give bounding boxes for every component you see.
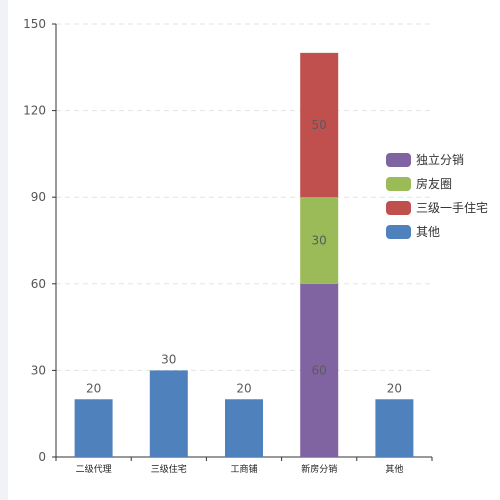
legend-swatch: [386, 153, 411, 167]
bar-segment: [300, 52, 339, 198]
data-label: 30: [161, 352, 176, 366]
data-label: 30: [312, 234, 327, 248]
bar-segment: [300, 197, 339, 284]
data-label: 20: [387, 381, 402, 395]
legend-swatch: [386, 225, 411, 239]
y-tick-label: 0: [38, 450, 46, 464]
x-tick-label: 新房分销: [301, 463, 337, 475]
data-label: 20: [86, 381, 101, 395]
legend-swatch: [386, 177, 411, 191]
y-tick-label: 60: [31, 277, 46, 291]
left-panel-strip: [0, 0, 8, 500]
bar-segment: [300, 283, 339, 457]
bar: [375, 399, 414, 457]
legend-label: 房友圈: [416, 176, 452, 191]
x-tick-label: 三级住宅: [151, 463, 187, 475]
legend-swatch: [386, 201, 411, 215]
x-tick-label: 其他: [385, 463, 403, 475]
x-tick-label: 二级代理: [76, 463, 112, 475]
y-tick-label: 30: [31, 363, 46, 377]
legend-label: 三级一手住宅: [416, 200, 488, 215]
bar: [149, 370, 188, 457]
bar: [74, 399, 113, 457]
y-tick-label: 150: [23, 17, 46, 31]
data-label: 50: [312, 118, 327, 132]
y-tick-label: 90: [31, 190, 46, 204]
data-label: 20: [236, 381, 251, 395]
legend-label: 独立分销: [416, 152, 464, 167]
y-tick-label: 120: [23, 104, 46, 118]
data-label: 60: [312, 363, 327, 377]
legend-label: 其他: [416, 225, 440, 239]
x-tick-label: 工商铺: [230, 463, 257, 475]
bar: [225, 399, 263, 457]
